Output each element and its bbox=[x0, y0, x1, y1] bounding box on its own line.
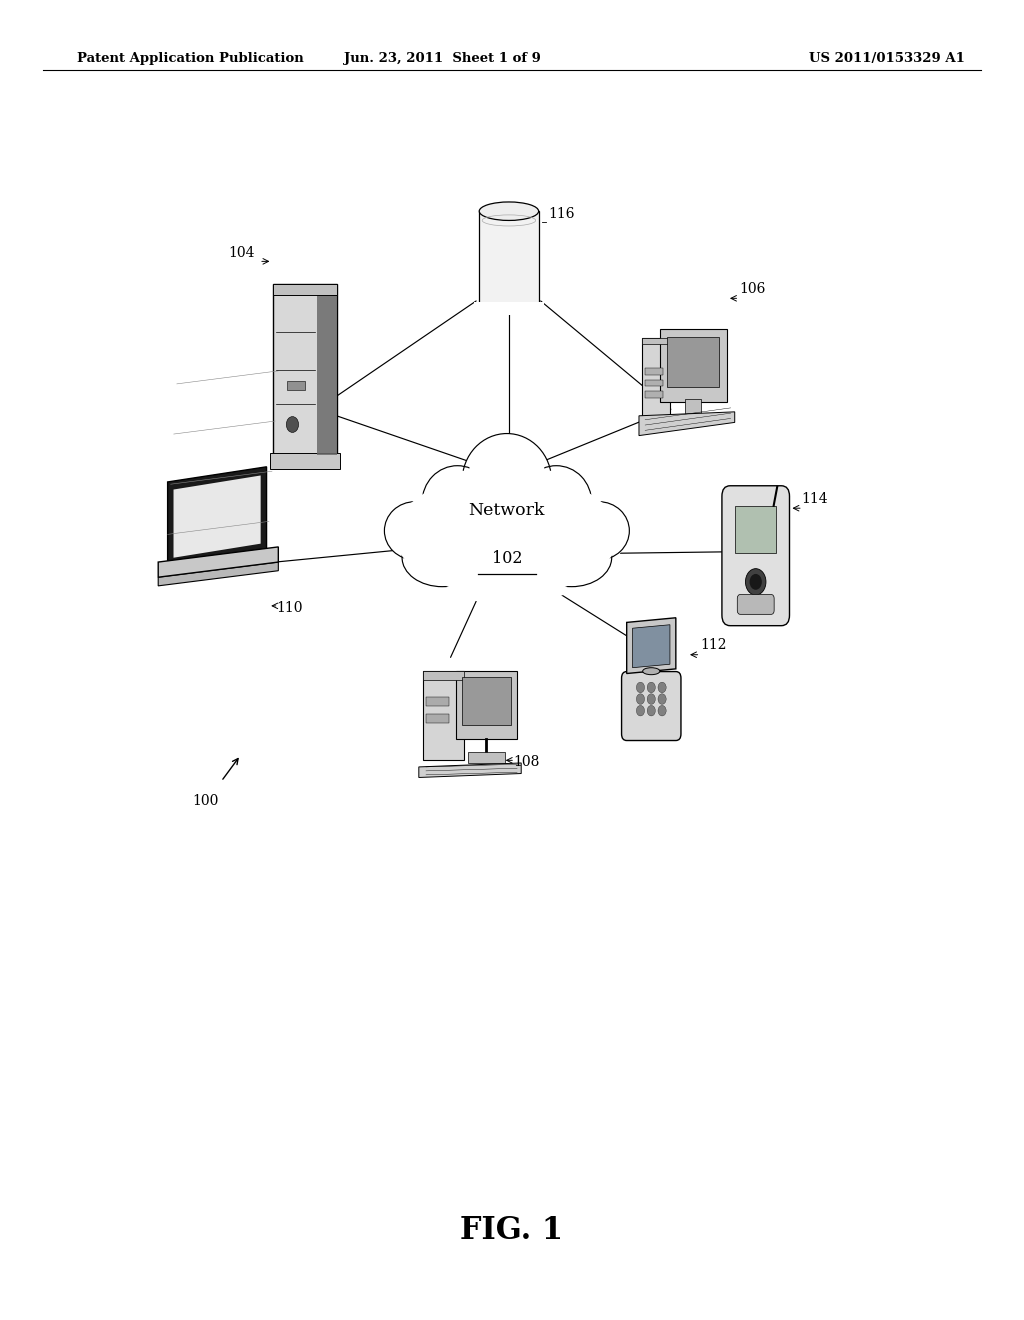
FancyBboxPatch shape bbox=[737, 594, 774, 614]
Ellipse shape bbox=[402, 528, 482, 586]
FancyBboxPatch shape bbox=[270, 453, 340, 469]
Circle shape bbox=[636, 682, 644, 693]
Circle shape bbox=[647, 705, 655, 715]
Ellipse shape bbox=[458, 523, 556, 581]
Ellipse shape bbox=[568, 502, 630, 560]
Ellipse shape bbox=[462, 433, 552, 528]
Ellipse shape bbox=[388, 506, 442, 556]
FancyBboxPatch shape bbox=[426, 714, 449, 722]
Ellipse shape bbox=[479, 294, 539, 313]
FancyBboxPatch shape bbox=[273, 284, 337, 455]
FancyBboxPatch shape bbox=[288, 380, 305, 391]
Text: 112: 112 bbox=[700, 639, 727, 652]
Polygon shape bbox=[158, 562, 279, 586]
FancyBboxPatch shape bbox=[645, 368, 663, 375]
FancyBboxPatch shape bbox=[426, 697, 449, 706]
Circle shape bbox=[750, 574, 762, 590]
FancyBboxPatch shape bbox=[668, 337, 719, 388]
Polygon shape bbox=[158, 546, 279, 577]
Ellipse shape bbox=[531, 528, 611, 586]
Text: Jun. 23, 2011  Sheet 1 of 9: Jun. 23, 2011 Sheet 1 of 9 bbox=[344, 51, 541, 65]
Circle shape bbox=[658, 694, 667, 705]
Text: Network: Network bbox=[469, 503, 545, 519]
Text: 110: 110 bbox=[276, 602, 303, 615]
FancyBboxPatch shape bbox=[642, 338, 670, 420]
Ellipse shape bbox=[643, 668, 659, 675]
Text: 108: 108 bbox=[513, 755, 540, 768]
Ellipse shape bbox=[525, 470, 588, 535]
Ellipse shape bbox=[389, 466, 625, 603]
Circle shape bbox=[287, 417, 299, 433]
Ellipse shape bbox=[537, 532, 607, 583]
Circle shape bbox=[745, 569, 766, 595]
Polygon shape bbox=[633, 624, 670, 668]
Text: 114: 114 bbox=[802, 492, 828, 506]
Text: 116: 116 bbox=[548, 207, 574, 220]
Text: 106: 106 bbox=[739, 282, 766, 296]
Ellipse shape bbox=[384, 502, 445, 560]
FancyBboxPatch shape bbox=[474, 302, 544, 315]
Circle shape bbox=[636, 705, 644, 715]
FancyBboxPatch shape bbox=[273, 284, 337, 294]
Ellipse shape bbox=[426, 470, 488, 535]
Circle shape bbox=[636, 694, 644, 705]
Circle shape bbox=[647, 694, 655, 705]
Circle shape bbox=[647, 682, 655, 693]
Ellipse shape bbox=[463, 525, 551, 577]
Ellipse shape bbox=[395, 474, 618, 595]
FancyBboxPatch shape bbox=[645, 380, 663, 387]
Ellipse shape bbox=[407, 532, 477, 583]
FancyBboxPatch shape bbox=[423, 671, 464, 760]
Text: Patent Application Publication: Patent Application Publication bbox=[77, 51, 303, 65]
FancyBboxPatch shape bbox=[468, 752, 505, 763]
Circle shape bbox=[658, 682, 667, 693]
Ellipse shape bbox=[422, 466, 493, 539]
FancyBboxPatch shape bbox=[722, 486, 790, 626]
Text: 100: 100 bbox=[193, 795, 219, 808]
Text: US 2011/0153329 A1: US 2011/0153329 A1 bbox=[809, 51, 965, 65]
Polygon shape bbox=[316, 284, 337, 455]
Circle shape bbox=[658, 705, 667, 715]
Polygon shape bbox=[627, 618, 676, 673]
FancyBboxPatch shape bbox=[456, 671, 517, 739]
Text: 102: 102 bbox=[492, 550, 522, 566]
Ellipse shape bbox=[479, 202, 539, 220]
Text: 104: 104 bbox=[228, 247, 255, 260]
FancyBboxPatch shape bbox=[622, 672, 681, 741]
FancyBboxPatch shape bbox=[735, 506, 776, 553]
FancyBboxPatch shape bbox=[423, 671, 464, 680]
Ellipse shape bbox=[468, 440, 546, 523]
FancyBboxPatch shape bbox=[645, 391, 663, 397]
Ellipse shape bbox=[571, 506, 626, 556]
FancyBboxPatch shape bbox=[479, 211, 539, 304]
FancyBboxPatch shape bbox=[660, 329, 727, 401]
Ellipse shape bbox=[521, 466, 592, 539]
Polygon shape bbox=[419, 763, 521, 777]
Polygon shape bbox=[639, 412, 735, 436]
FancyBboxPatch shape bbox=[685, 399, 701, 414]
Polygon shape bbox=[168, 467, 266, 564]
FancyBboxPatch shape bbox=[642, 338, 670, 345]
Text: FIG. 1: FIG. 1 bbox=[461, 1214, 563, 1246]
Polygon shape bbox=[173, 475, 261, 558]
FancyBboxPatch shape bbox=[462, 677, 511, 726]
